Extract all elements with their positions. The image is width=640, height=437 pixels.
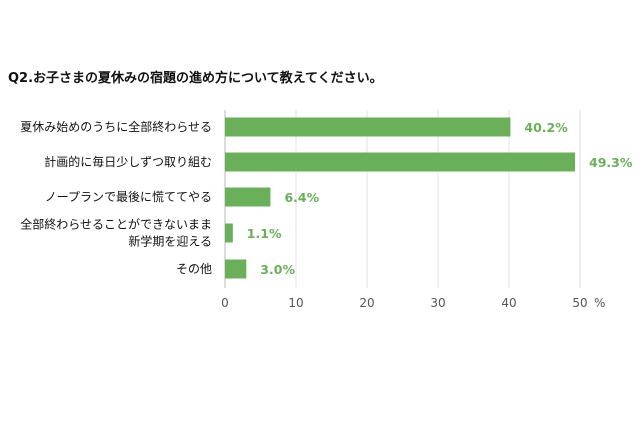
category-label: 全部終わらせることができないまま新学期を迎える [20,217,212,249]
x-tick-labels: 0 10 20 30 40 50 [221,296,587,310]
x-tick-label: 10 [288,296,303,310]
category-label: その他 [176,262,212,276]
data-label: 1.1% [247,226,282,241]
gridlines [224,110,581,288]
bar [225,187,271,207]
data-label: 3.0% [260,262,295,277]
bars [225,117,576,279]
x-axis-unit: % [594,296,605,310]
data-label: 49.3% [589,155,633,170]
bar [225,259,247,279]
x-tick-label: 20 [359,296,374,310]
bar [225,152,576,172]
data-label: 6.4% [284,190,319,205]
x-tick-label: 0 [221,296,229,310]
category-labels: 夏休み始めのうちに全部終わらせる計画的に毎日少しずつ取り組むノープランで最後に慌… [20,119,212,276]
x-tick-label: 50 [572,296,587,310]
category-label: ノープランで最後に慌ててやる [45,190,212,204]
bar [225,223,233,243]
chart-title: Q2.お子さまの夏休みの宿題の進め方について教えてください。 [8,70,383,86]
category-label: 夏休み始めのうちに全部終わらせる [20,119,212,134]
bar [225,117,511,137]
category-label: 計画的に毎日少しずつ取り組む [44,154,212,169]
data-labels: 40.2% 49.3% 6.4% 1.1% 3.0% [247,120,633,277]
x-tick-label: 40 [501,296,516,310]
x-tick-label: 30 [430,296,445,310]
data-label: 40.2% [524,120,568,135]
